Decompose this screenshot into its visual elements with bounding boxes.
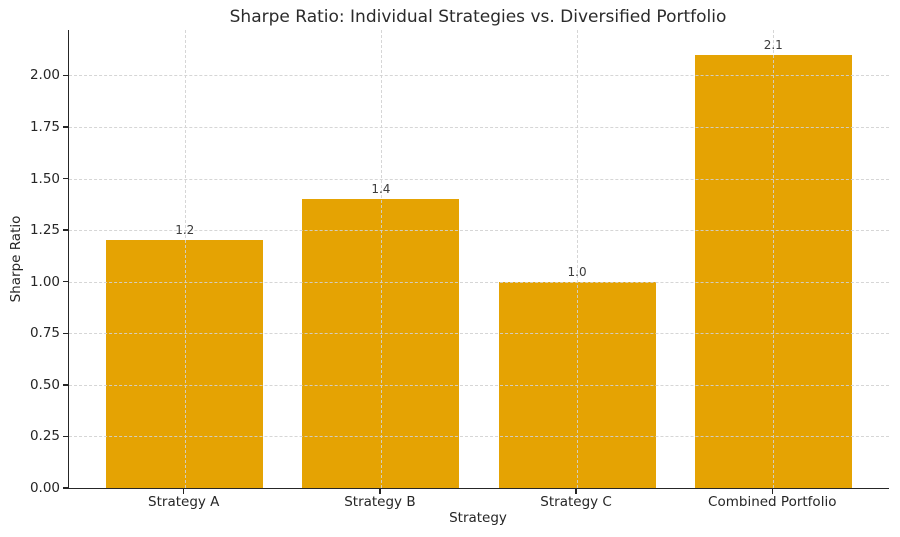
y-tick-label: 0.75: [29, 325, 60, 342]
chart-title: Sharpe Ratio: Individual Strategies vs. …: [229, 7, 727, 27]
y-tick-mark: [63, 435, 68, 438]
bar-value-label: 1.0: [567, 264, 587, 279]
y-tick-label: 1.25: [29, 222, 60, 239]
y-tick-label: 1.75: [29, 118, 60, 135]
y-gridline: [69, 436, 889, 438]
bar-value-label: 2.1: [763, 37, 783, 52]
x-tick-mark: [575, 489, 577, 495]
y-tick-label: 0.25: [29, 428, 60, 445]
x-gridline: [773, 30, 775, 488]
x-tick-label: Combined Portfolio: [708, 494, 837, 510]
x-gridline: [184, 30, 186, 488]
y-gridline: [69, 75, 889, 77]
x-tick-mark: [771, 489, 773, 495]
y-gridline: [69, 126, 889, 128]
y-gridline: [69, 333, 889, 335]
x-gridline: [577, 30, 579, 488]
y-tick-label: 2.00: [29, 67, 60, 84]
y-tick-label: 1.00: [29, 273, 60, 290]
bar-value-label: 1.2: [175, 223, 195, 238]
y-tick-mark: [63, 74, 68, 77]
y-gridline: [69, 230, 889, 232]
x-gridline: [380, 30, 382, 488]
y-gridline: [69, 281, 889, 283]
x-axis-label: Strategy: [449, 510, 507, 526]
y-tick-label: 0.50: [29, 376, 60, 393]
y-tick-mark: [63, 332, 68, 334]
y-tick-mark: [63, 177, 68, 180]
x-tick-label: Strategy B: [344, 494, 416, 510]
y-tick-mark: [63, 384, 68, 386]
x-tick-mark: [379, 489, 381, 495]
y-tick-label: 0.00: [29, 480, 60, 496]
y-tick-label: 1.50: [29, 170, 60, 187]
y-gridline: [69, 178, 889, 180]
y-gridline: [69, 384, 889, 386]
x-tick-label: Strategy C: [540, 494, 612, 510]
y-tick-mark: [63, 487, 68, 489]
plot-area: 1.2 1.4 1.0 2.1: [68, 30, 889, 489]
x-tick-label: Strategy A: [148, 494, 220, 510]
y-tick-mark: [63, 280, 68, 283]
bar-value-label: 1.4: [371, 182, 391, 197]
y-tick-mark: [63, 126, 68, 128]
x-tick-mark: [183, 489, 185, 495]
y-tick-mark: [63, 229, 68, 231]
